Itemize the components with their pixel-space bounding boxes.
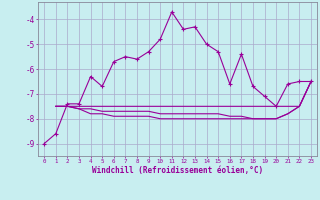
X-axis label: Windchill (Refroidissement éolien,°C): Windchill (Refroidissement éolien,°C) [92,166,263,175]
